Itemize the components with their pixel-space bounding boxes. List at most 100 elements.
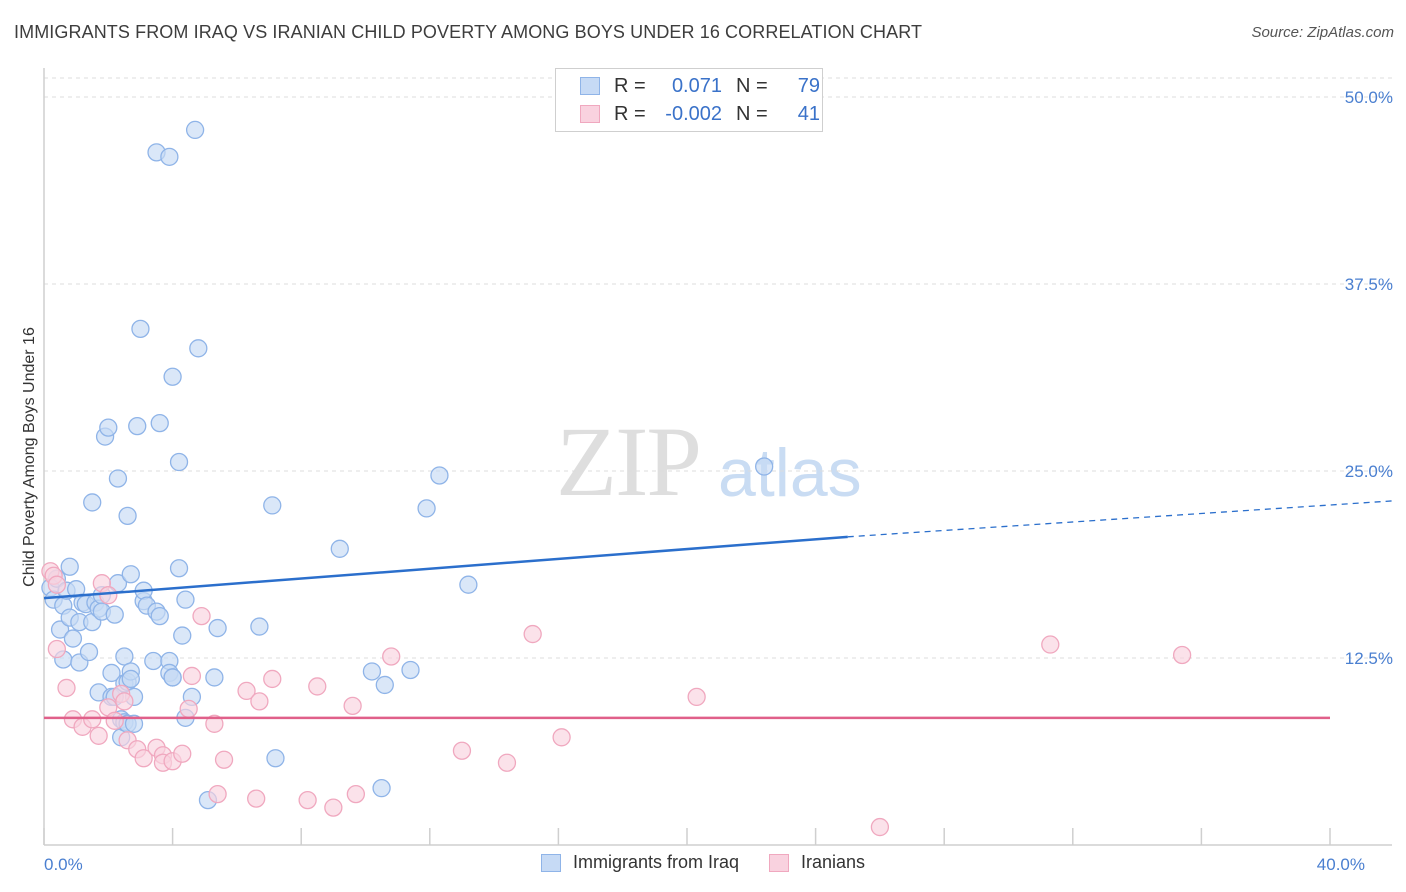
legend-item-iraq[interactable]: Immigrants from Iraq bbox=[540, 852, 739, 873]
iranian-point bbox=[47, 575, 67, 594]
x-tick-label-min: 0.0% bbox=[44, 855, 83, 874]
iranian-point bbox=[214, 750, 234, 769]
y-tick-labels: 12.5% 25.0% 37.5% 50.0% bbox=[1345, 88, 1393, 668]
iraq-point bbox=[121, 669, 140, 689]
iraq-point bbox=[128, 416, 147, 436]
y-tick-label: 25.0% bbox=[1345, 462, 1393, 481]
legend-item-iranians[interactable]: Iranians bbox=[769, 852, 865, 873]
iraq-points bbox=[41, 120, 774, 810]
iraq-point bbox=[83, 493, 102, 512]
legend-box: R = 0.071 N = 79 R = -0.002 N = 41 bbox=[555, 68, 823, 132]
iraq-point bbox=[169, 559, 189, 578]
legend-n-label: N = bbox=[736, 74, 768, 97]
legend-label-iranians: Iranians bbox=[801, 852, 866, 872]
iranian-point bbox=[205, 714, 224, 733]
iranian-point bbox=[208, 784, 227, 804]
legend-swatch-iraq bbox=[580, 77, 600, 95]
y-tick-label: 37.5% bbox=[1345, 275, 1393, 294]
iraq-point bbox=[417, 499, 436, 518]
iranian-point bbox=[324, 798, 343, 817]
y-tick-label: 50.0% bbox=[1345, 88, 1393, 107]
bottom-legend: Immigrants from Iraq Iranians bbox=[0, 852, 1406, 873]
iranian-point bbox=[687, 687, 706, 707]
iraq-point bbox=[430, 466, 449, 485]
iraq-point bbox=[144, 651, 163, 671]
iranian-point bbox=[497, 753, 517, 772]
iraq-point bbox=[755, 457, 774, 476]
iraq-point bbox=[169, 452, 189, 472]
iraq-point bbox=[118, 506, 137, 526]
iraq-point bbox=[250, 617, 269, 636]
x-ticks bbox=[43, 828, 1331, 845]
iranian-point bbox=[1041, 635, 1060, 654]
legend-n-value: 41 bbox=[797, 102, 820, 125]
iranian-point bbox=[523, 624, 542, 644]
legend-r-label: R = bbox=[614, 74, 646, 97]
iraq-point bbox=[189, 339, 208, 358]
iraq-point bbox=[401, 660, 420, 680]
x-tick-label-max: 40.0% bbox=[1317, 855, 1365, 874]
iranian-point bbox=[263, 669, 282, 689]
iranian-point bbox=[173, 744, 192, 763]
iranian-point bbox=[105, 711, 124, 730]
iraq-point bbox=[330, 539, 349, 558]
iranian-point bbox=[83, 710, 102, 729]
iraq-point bbox=[362, 662, 382, 681]
iraq-point bbox=[79, 642, 99, 662]
y-axis-label: Child Poverty Among Boys Under 16 bbox=[21, 327, 38, 587]
iraq-point bbox=[375, 675, 394, 695]
iraq-point bbox=[205, 668, 224, 687]
trend-lines bbox=[43, 500, 1393, 720]
source-label: Source: ZipAtlas.com bbox=[1251, 24, 1394, 41]
trend-line-iraq-extension bbox=[847, 500, 1393, 538]
trend-line-iraq bbox=[43, 535, 848, 600]
iraq-point bbox=[459, 575, 478, 594]
iraq-point bbox=[173, 626, 192, 645]
iraq-point bbox=[266, 749, 285, 768]
iranian-point bbox=[346, 784, 366, 804]
iranian-point bbox=[134, 749, 153, 768]
watermark-zip: ZIP bbox=[556, 406, 702, 517]
iranian-point bbox=[89, 726, 108, 745]
iranian-point bbox=[870, 817, 890, 837]
iranian-points bbox=[41, 562, 1192, 837]
gridlines bbox=[44, 77, 1392, 659]
y-tick-label: 12.5% bbox=[1345, 649, 1393, 668]
axes bbox=[43, 68, 1392, 846]
iranian-point bbox=[57, 678, 76, 698]
iraq-point bbox=[163, 367, 182, 386]
iraq-point bbox=[121, 565, 140, 584]
legend-r-value: -0.002 bbox=[665, 102, 722, 125]
iranian-point bbox=[192, 606, 211, 626]
legend-row-iraq: R = 0.071 N = 79 bbox=[580, 74, 820, 98]
iranian-point bbox=[247, 789, 266, 808]
iranian-point bbox=[298, 790, 317, 810]
legend-r-label: R = bbox=[614, 102, 646, 125]
iraq-point bbox=[60, 557, 79, 576]
iraq-point bbox=[208, 618, 227, 638]
chart-title: IMMIGRANTS FROM IRAQ VS IRANIAN CHILD PO… bbox=[14, 22, 923, 42]
iranian-point bbox=[343, 696, 362, 716]
legend-n-value: 79 bbox=[797, 74, 820, 97]
iraq-point bbox=[124, 714, 144, 733]
legend-swatch-iraq bbox=[540, 853, 561, 872]
iraq-point bbox=[185, 120, 205, 140]
iranian-point bbox=[1172, 645, 1192, 665]
iranian-point bbox=[115, 692, 134, 711]
legend-row-iranians: R = -0.002 N = 41 bbox=[580, 102, 820, 126]
iraq-point bbox=[63, 629, 83, 648]
legend-swatch-iranians bbox=[769, 853, 789, 872]
iraq-point bbox=[99, 418, 118, 437]
iraq-point bbox=[163, 668, 182, 687]
iranian-point bbox=[237, 681, 256, 701]
iraq-point bbox=[150, 413, 169, 433]
iraq-point bbox=[372, 779, 391, 798]
iraq-point bbox=[176, 590, 195, 609]
iranian-point bbox=[179, 699, 198, 719]
iraq-point bbox=[50, 620, 70, 639]
legend-label-iraq: Immigrants from Iraq bbox=[572, 852, 739, 872]
legend-swatch-iranians bbox=[580, 105, 600, 123]
iranian-point bbox=[47, 639, 67, 659]
iraq-point bbox=[108, 469, 128, 488]
